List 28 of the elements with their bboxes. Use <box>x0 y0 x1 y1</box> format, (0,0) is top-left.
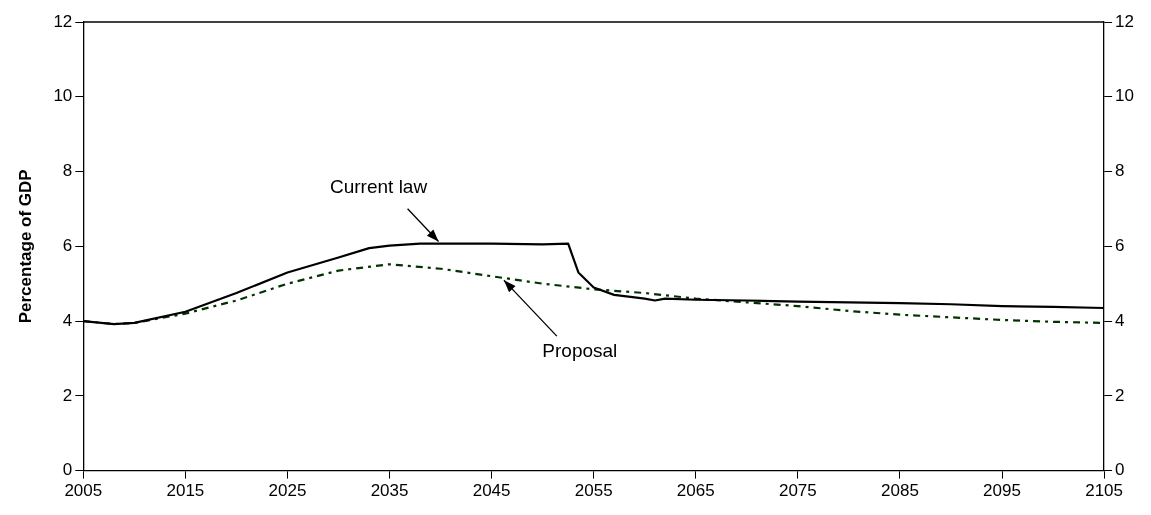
y2-tick-label: 12 <box>1115 11 1135 31</box>
y2-tick-label: 10 <box>1115 86 1135 106</box>
y-tick-label: 0 <box>62 460 73 480</box>
y2-tick-label: 0 <box>1115 460 1125 480</box>
y-tick-label: 6 <box>62 235 73 255</box>
x-tick-label: 2025 <box>268 481 307 501</box>
y-tick-label: 8 <box>62 161 73 181</box>
x-tick-label: 2015 <box>166 481 205 501</box>
y2-tick-label: 2 <box>1115 385 1125 405</box>
y-tick-label: 12 <box>53 11 73 31</box>
x-tick-label: 2105 <box>1085 481 1123 501</box>
y-tick-label: 10 <box>53 86 73 106</box>
x-tick-label: 2075 <box>778 481 817 501</box>
x-tick-label: 2005 <box>64 481 103 501</box>
y2-tick-label: 8 <box>1115 161 1125 181</box>
y2-tick-label: 4 <box>1115 310 1125 330</box>
y-tick-label: 4 <box>62 310 73 330</box>
y-tick-label: 2 <box>62 385 73 405</box>
x-tick-label: 2055 <box>574 481 613 501</box>
annotation: Current law <box>330 175 428 197</box>
y2-tick-label: 6 <box>1115 235 1125 255</box>
x-tick-label: 2065 <box>676 481 715 501</box>
annotation: Proposal <box>542 340 618 362</box>
y-axis-title: Percentage of GDP <box>15 169 35 324</box>
x-tick-label: 2085 <box>881 481 919 501</box>
x-tick-label: 2035 <box>370 481 409 501</box>
x-tick-label: 2095 <box>983 481 1021 501</box>
x-tick-label: 2045 <box>472 481 511 501</box>
